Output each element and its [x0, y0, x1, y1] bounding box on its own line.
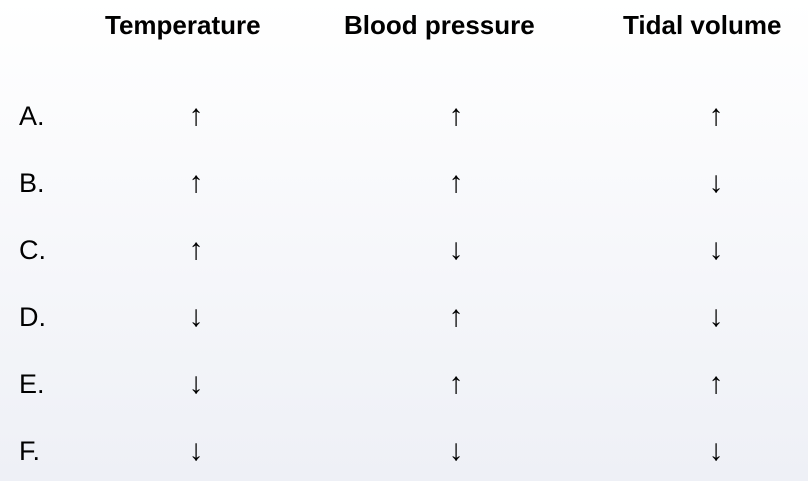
option-row-c: C. ↑ ↓ ↓ [0, 225, 808, 275]
option-label: A. [19, 101, 45, 131]
temperature-arrow-icon: ↑ [188, 233, 204, 266]
temperature-arrow-icon: ↑ [188, 99, 204, 132]
option-row-d: D. ↓ ↑ ↓ [0, 292, 808, 342]
header-temperature: Temperature [105, 10, 261, 40]
blood-pressure-arrow-icon: ↑ [448, 367, 464, 400]
blood-pressure-arrow-icon: ↑ [448, 300, 464, 333]
blood-pressure-arrow-icon: ↓ [448, 233, 464, 266]
option-row-a: A. ↑ ↑ ↑ [0, 91, 808, 141]
option-label: D. [19, 302, 46, 332]
blood-pressure-arrow-icon: ↓ [448, 434, 464, 467]
option-row-f: F. ↓ ↓ ↓ [0, 426, 808, 476]
blood-pressure-arrow-icon: ↑ [448, 99, 464, 132]
temperature-arrow-icon: ↓ [188, 434, 204, 467]
option-label: F. [19, 436, 41, 466]
option-row-e: E. ↓ ↑ ↑ [0, 359, 808, 409]
option-label: B. [19, 168, 45, 198]
tidal-volume-arrow-icon: ↑ [708, 99, 724, 132]
temperature-arrow-icon: ↑ [188, 166, 204, 199]
option-row-b: B. ↑ ↑ ↓ [0, 158, 808, 208]
blood-pressure-arrow-icon: ↑ [448, 166, 464, 199]
tidal-volume-arrow-icon: ↓ [708, 233, 724, 266]
option-label: E. [19, 369, 45, 399]
tidal-volume-arrow-icon: ↑ [708, 367, 724, 400]
temperature-arrow-icon: ↓ [188, 367, 204, 400]
option-label: C. [19, 235, 46, 265]
header-blood-pressure: Blood pressure [344, 10, 535, 40]
header-tidal-volume: Tidal volume [623, 10, 782, 40]
tidal-volume-arrow-icon: ↓ [708, 300, 724, 333]
tidal-volume-arrow-icon: ↓ [708, 166, 724, 199]
tidal-volume-arrow-icon: ↓ [708, 434, 724, 467]
temperature-arrow-icon: ↓ [188, 300, 204, 333]
